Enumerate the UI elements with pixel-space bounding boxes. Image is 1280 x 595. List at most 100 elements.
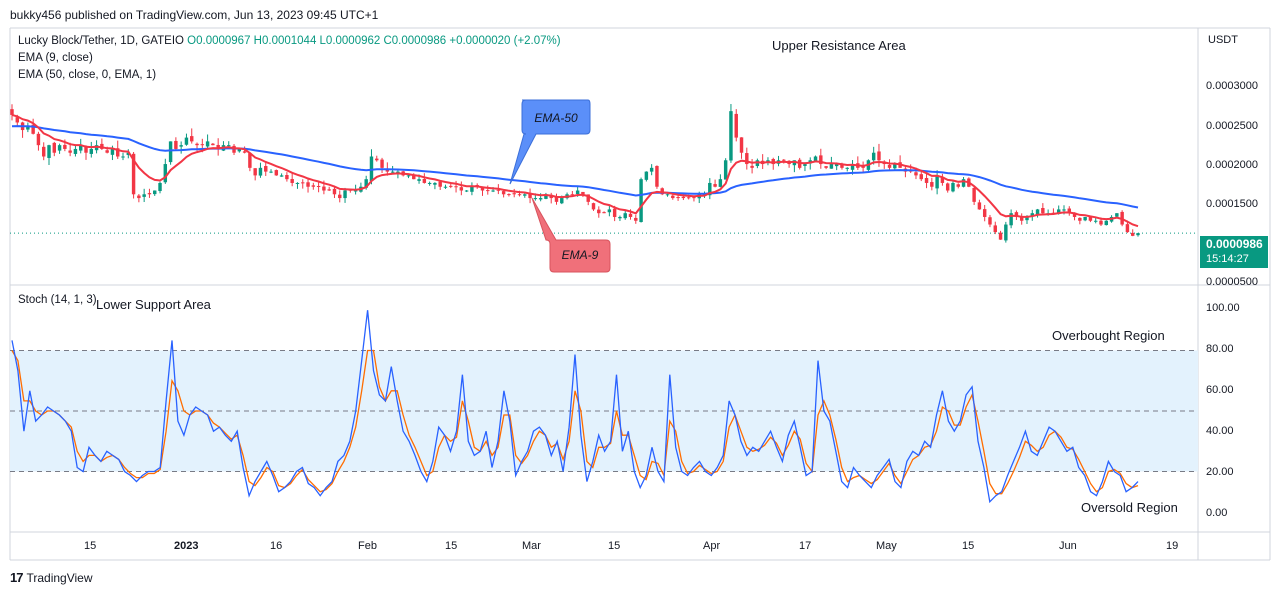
time-axis-label: 15 <box>608 540 621 552</box>
candle-body <box>264 166 268 172</box>
candle-body <box>1099 220 1103 225</box>
candle-body <box>322 186 326 191</box>
candle-body <box>1062 209 1066 211</box>
candle-body <box>89 148 94 154</box>
candle-body <box>31 124 35 134</box>
candle-body <box>554 197 559 202</box>
time-axis-label: 19 <box>1166 540 1179 552</box>
candle-body <box>591 203 596 210</box>
candle-body <box>1067 208 1071 214</box>
candle-body <box>332 188 337 195</box>
candle-body <box>692 197 696 199</box>
candle-body <box>623 213 627 219</box>
stoch-axis-label: 40.00 <box>1206 425 1234 437</box>
candle-body <box>1056 209 1061 215</box>
ema9-legend: EMA (9, close) <box>18 52 93 64</box>
candle-body <box>237 148 242 152</box>
stoch-axis-label: 0.00 <box>1206 507 1228 519</box>
candle-body <box>671 195 675 199</box>
candle-body <box>1125 224 1130 233</box>
time-axis-label: 2023 <box>174 540 199 552</box>
ema9-line <box>11 113 1139 228</box>
candle-body <box>274 170 279 176</box>
stoch-axis-label: 80.00 <box>1206 343 1234 355</box>
candle-body <box>581 191 585 195</box>
candle-body <box>713 184 717 187</box>
candle-body <box>390 171 395 173</box>
candle-body <box>570 194 575 196</box>
stoch-axis-label: 60.00 <box>1206 384 1234 396</box>
candle-body <box>745 153 749 165</box>
candle-body <box>63 144 67 149</box>
currency-label: USDT <box>1208 34 1238 46</box>
candle-body <box>338 194 342 199</box>
candle-body <box>406 175 411 177</box>
candle-body <box>988 217 992 225</box>
candle-body <box>163 164 168 183</box>
candle-body <box>998 232 1003 240</box>
candle-body <box>15 117 20 123</box>
oversold-note: Oversold Region <box>1081 500 1178 515</box>
candle-body <box>1035 209 1040 215</box>
candle-body <box>819 155 823 165</box>
candle-body <box>121 156 125 158</box>
stoch-d-line <box>11 349 1139 495</box>
candle-body <box>1019 216 1024 221</box>
candle-body <box>1088 216 1093 221</box>
candle-body <box>729 111 733 161</box>
candle-body <box>739 137 744 153</box>
candle-body <box>1130 232 1135 236</box>
candle-body <box>1104 220 1108 226</box>
candle-body <box>36 133 41 146</box>
time-axis-label: 15 <box>962 540 975 552</box>
time-axis-label: Jun <box>1059 540 1077 552</box>
candle-body <box>480 187 485 191</box>
candle-body <box>935 175 939 189</box>
candle-body <box>708 182 712 196</box>
candle-body <box>560 198 564 204</box>
candle-body <box>718 179 723 187</box>
upper-resistance-note: Upper Resistance Area <box>772 38 906 53</box>
candle-body <box>343 190 347 199</box>
candle-body <box>1014 212 1019 217</box>
candle-body <box>544 194 548 199</box>
candle-body <box>887 164 892 168</box>
candle-body <box>295 182 300 184</box>
candle-body <box>412 175 416 180</box>
candle-body <box>253 168 257 176</box>
time-axis-label: May <box>876 540 897 552</box>
candle-body <box>42 146 46 157</box>
candle-body <box>1072 212 1077 217</box>
overbought-note: Overbought Region <box>1052 328 1165 343</box>
stoch-axis-label: 20.00 <box>1206 466 1234 478</box>
price-axis-label: 0.0002000 <box>1206 159 1258 171</box>
candle-body <box>427 182 432 184</box>
candle-body <box>586 194 590 202</box>
candle-body <box>459 187 464 191</box>
tradingview-footer[interactable]: 17 TradingView <box>10 570 93 585</box>
candle-body <box>1093 220 1098 222</box>
candle-body <box>211 143 215 146</box>
candle-body <box>734 113 738 138</box>
candle-body <box>803 164 807 166</box>
last-price-tag: 0.0000986 15:14:27 <box>1200 236 1268 268</box>
candle-body <box>575 190 580 195</box>
price-pane <box>10 104 1198 243</box>
candle-body <box>153 190 157 195</box>
candle-body <box>184 137 189 145</box>
candle-body <box>84 145 88 153</box>
candle-body <box>660 188 664 195</box>
last-price-value: 0.0000986 <box>1206 237 1263 251</box>
candle-body <box>396 171 400 173</box>
candle-body <box>618 216 622 219</box>
candle-body <box>57 145 62 151</box>
candle-body <box>290 179 294 183</box>
candle-body <box>179 145 183 147</box>
candle-body <box>1115 213 1119 217</box>
candle-body <box>137 195 141 199</box>
candle-body <box>258 167 263 176</box>
candle-body <box>116 148 120 157</box>
candle-body <box>834 164 839 167</box>
candle-body <box>327 189 331 191</box>
